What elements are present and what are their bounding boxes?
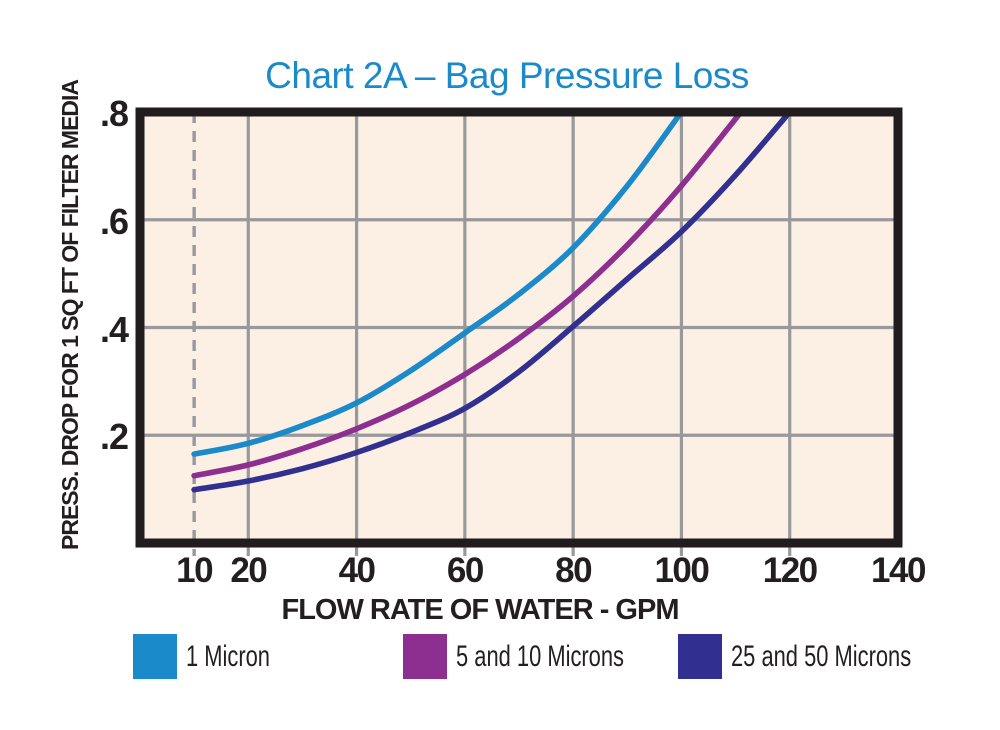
- y-tick-labels: .2 .4 .6 .8: [58, 0, 129, 620]
- legend-swatch-25-and-50-microns: [678, 634, 722, 679]
- x-tick-label-20: 20: [230, 551, 267, 590]
- x-axis-title: FLOW RATE OF WATER - GPM: [281, 594, 680, 626]
- x-tick-labels: 10 20 40 60 80 100 120 140: [0, 551, 1000, 591]
- legend-item-5-and-10-microns: 5 and 10 Microns: [403, 634, 686, 679]
- x-tick-label-80: 80: [555, 551, 592, 590]
- x-tick-label-140: 140: [871, 551, 926, 590]
- legend-item-25-and-50-microns: 25 and 50 Microns: [678, 634, 978, 679]
- legend-label: 25 and 50 Microns: [731, 640, 912, 673]
- plot-frame: [135, 107, 903, 548]
- legend-label: 5 and 10 Microns: [456, 640, 625, 673]
- series-line-5-and-10-microns: [191, 109, 744, 479]
- legend-swatch-5-and-10-microns: [403, 634, 447, 679]
- chart-title: Chart 2A – Bag Pressure Loss: [265, 55, 749, 96]
- plot-area: [135, 107, 903, 556]
- series-line-25-and-50-microns: [191, 109, 793, 493]
- legend-swatch-1-micron: [133, 634, 177, 679]
- x-tick-label-100: 100: [654, 551, 709, 590]
- series-line-1-micron: [191, 109, 685, 457]
- x-tick-label-10: 10: [176, 551, 213, 590]
- legend-label: 1 Micron: [186, 640, 270, 673]
- legend: 1 Micron 5 and 10 Microns 25 and 50 Micr…: [0, 634, 1000, 684]
- y-tick-label-.2: .2: [99, 416, 129, 458]
- x-tick-label-120: 120: [762, 551, 818, 590]
- y-tick-label-.6: .6: [99, 200, 129, 242]
- x-tick-label-40: 40: [338, 551, 376, 590]
- y-tick-label-.8: .8: [99, 93, 129, 134]
- y-tick-label-.4: .4: [99, 308, 129, 350]
- x-tick-label-60: 60: [446, 551, 484, 590]
- legend-item-1-micron: 1 Micron: [133, 634, 301, 679]
